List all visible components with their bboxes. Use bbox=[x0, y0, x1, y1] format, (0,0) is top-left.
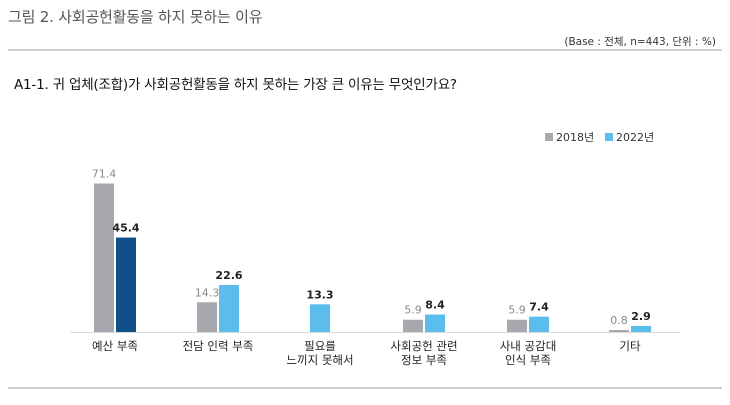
category-label-3-1: 정보 부족 bbox=[401, 353, 447, 367]
bar-2022-2 bbox=[310, 304, 330, 332]
bottom-divider bbox=[8, 387, 722, 389]
category-label-1-0: 전담 인력 부족 bbox=[183, 339, 254, 353]
value-label-2018-4: 5.9 bbox=[508, 304, 526, 317]
value-label-2022-4: 7.4 bbox=[529, 301, 549, 314]
legend-swatch-0 bbox=[545, 133, 553, 141]
legend-label-1: 2022년 bbox=[616, 131, 654, 144]
value-label-2022-1: 22.6 bbox=[215, 269, 242, 282]
value-label-2022-3: 8.4 bbox=[425, 299, 445, 312]
bar-2018-3 bbox=[403, 319, 423, 332]
category-label-3-0: 사회공헌 관련 bbox=[390, 339, 457, 353]
value-label-2022-5: 2.9 bbox=[631, 310, 651, 323]
base-note: (Base : 전체, n=443, 단위 : %) bbox=[564, 36, 716, 48]
bar-2018-5 bbox=[609, 330, 629, 332]
category-label-4-1: 인식 부족 bbox=[505, 353, 551, 367]
value-label-2018-3: 5.9 bbox=[404, 304, 422, 317]
legend-label-0: 2018년 bbox=[556, 131, 594, 144]
value-label-2018-1: 14.3 bbox=[195, 286, 220, 299]
top-divider bbox=[8, 49, 722, 51]
category-label-2-1: 느끼지 못해서 bbox=[286, 353, 353, 367]
bar-2022-3 bbox=[425, 314, 445, 332]
category-label-4-0: 사내 공감대 bbox=[500, 339, 557, 353]
bar-2022-0 bbox=[116, 237, 136, 332]
figure-title: 그림 2. 사회공헌활동을 하지 못하는 이유 bbox=[8, 8, 263, 26]
bar-2022-1 bbox=[219, 284, 239, 332]
value-label-2022-0: 45.4 bbox=[112, 222, 139, 235]
survey-question: A1-1. 귀 업체(조합)가 사회공헌활동을 하지 못하는 가장 큰 이유는 … bbox=[14, 77, 457, 93]
value-label-2022-2: 13.3 bbox=[306, 288, 333, 301]
category-label-0-0: 예산 부족 bbox=[92, 339, 138, 353]
value-label-2018-0: 71.4 bbox=[92, 167, 117, 180]
legend-swatch-1 bbox=[605, 133, 613, 141]
bar-2018-0 bbox=[94, 183, 114, 332]
category-label-2-0: 필요를 bbox=[304, 339, 336, 353]
category-label-5-0: 기타 bbox=[619, 339, 641, 353]
value-label-2018-5: 0.8 bbox=[610, 314, 628, 327]
bar-2018-4 bbox=[507, 319, 527, 332]
bar-2022-5 bbox=[631, 325, 651, 332]
bar-2022-4 bbox=[529, 316, 549, 332]
bar-2018-1 bbox=[197, 302, 217, 332]
